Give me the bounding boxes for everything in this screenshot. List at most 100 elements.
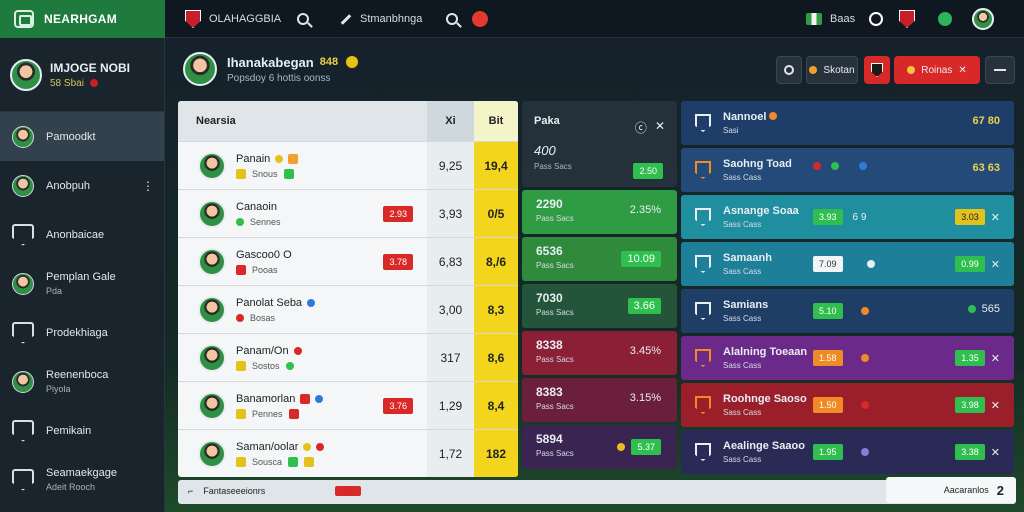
stat-box[interactable]: 5894 Pass Sacs 5.37 [522,425,677,469]
stat-box[interactable]: 8383 Pass Sacs 3.15% [522,378,677,422]
fixture-title: Nannoel [723,111,767,123]
column-header-bit[interactable]: Bit [474,101,518,141]
player-name: Panain [236,152,271,165]
close-icon[interactable]: ✕ [990,258,1000,271]
table-row[interactable]: Banamorlan Pennes 3.76 1,29 8,4 [178,381,518,430]
stat-value: 2290 [536,197,563,211]
close-icon[interactable]: ✕ [990,446,1000,459]
card-icon [300,393,311,404]
profile-sub: 58 Sbai [50,77,84,89]
club-crest-icon [695,114,711,132]
fixture-row[interactable]: Alalning Toeaan Sass Cass 1.58 1.35 ✕ [681,336,1014,380]
top-bar: NEARHGAM OLAHAGGBIA Stmanbhnga Baas [0,0,1024,38]
sidebar-item-5[interactable]: Prodekhiaga [0,308,164,357]
fixture-row[interactable]: Saohng Toad Sass Cass 63 63 [681,148,1014,192]
bottom-bar: ⌐ Fantaseeeionrs Aacaranlos 2 [178,477,1016,504]
club-icon [831,162,839,170]
cell-bit: 8,4 [474,381,518,430]
cell-xi: 3,00 [427,285,474,334]
stat-value: 8383 [536,385,563,399]
more-options-icon[interactable]: ⋮ [142,179,154,193]
fixture-title: Roohnge Saoso [723,393,807,405]
sidebar-item-2[interactable]: Anobpuh ⋮ [0,161,164,210]
notification-badge[interactable] [472,0,488,38]
stat-right: 10.09 [621,251,661,267]
cell-xi: 6,83 [427,237,474,286]
badge-icon [303,442,312,451]
sidebar-item-8[interactable]: Seamaekgage Adeit Rooch [0,455,164,504]
edit-field[interactable]: Stmanbhnga [340,0,422,38]
fixture-row[interactable]: Aealinge Saaoo Sass Cass 1.95 3.38 ✕ [681,430,1014,474]
back-button[interactable] [776,56,802,84]
club-selector[interactable]: OLAHAGGBIA [185,0,281,38]
status-icon [285,361,294,370]
live-button[interactable]: Roinas ✕ [894,56,980,84]
stat-sub: Pass Sacs [536,308,574,317]
cell-bit: 0/5 [474,189,518,238]
close-icon[interactable]: ✕ [990,399,1000,412]
stat-box[interactable]: 8338 Pass Sacs 3.45% [522,331,677,375]
fixture-row[interactable]: Nannoel Sasi 67 80 [681,101,1014,145]
club-icon [860,354,869,362]
stat-right: 2.35% [629,204,661,216]
language-selector[interactable]: Baas [806,0,855,38]
club-button[interactable] [864,56,890,84]
table-row[interactable]: Saman/oolar Sousca 1,72 182 [178,429,518,477]
page-number[interactable]: 2 [996,482,1004,498]
close-icon[interactable]: ✕ [990,211,1000,224]
sidebar-item-4[interactable]: Pemplan Gale Pda [0,259,164,308]
close-icon[interactable]: ✕ [990,352,1000,365]
column-header-xi[interactable]: Xi [427,101,474,141]
sidebar-item-7[interactable]: Pemikain [0,406,164,455]
table-row[interactable]: Panam/On Sostos 317 8,6 [178,333,518,382]
sidebar-item-3[interactable]: Anonbaicae [0,210,164,259]
odds-pill: 1.50 [813,397,843,413]
tag-icon [288,408,299,419]
sidebar-item-label: Pamoodkt [46,130,96,143]
sidebar-item-1[interactable]: Pamoodkt [0,112,164,161]
stat-sub: Pass Sacs [536,402,574,411]
profile-button[interactable] [869,0,883,38]
pagination[interactable]: Aacaranlos 2 [886,477,1016,503]
sidebar-item-label: Reenenboca [46,369,109,381]
sidebar-item-6[interactable]: Reenenboca Piyola [0,357,164,406]
cell-xi: 1,72 [427,429,474,477]
status-icon [236,313,244,322]
table-row[interactable]: Panolat Seba Bosas 3,00 8,3 [178,285,518,334]
tag-icon [236,408,246,419]
club-badge-button[interactable] [899,0,915,38]
search-button[interactable] [297,0,309,38]
table-row[interactable]: Gascoo0 O Pooas 3.78 6,83 8,/6 [178,237,518,286]
table-row[interactable]: Canaoin Sennes 2.93 3,93 0/5 [178,189,518,238]
player-avatar [198,247,226,276]
club-icon [860,448,869,456]
fixture-row[interactable]: Asnange Soaa Sass Cass 3.93 6 9 3.03 ✕ [681,195,1014,239]
fixture-row[interactable]: Samaanh Sass Cass 7.09 0.99 ✕ [681,242,1014,286]
fixture-row[interactable]: Roohnge Saoso Sass Cass 1.50 3.98 ✕ [681,383,1014,427]
table-row[interactable]: Panain Snous 9,25 19,4 [178,141,518,190]
stat-box[interactable]: 2290 Pass Sacs 2.35% [522,190,677,234]
user-avatar[interactable] [972,0,994,38]
player-sub: Sousca [252,456,283,467]
search-button-2[interactable] [446,0,458,38]
shield-icon [12,321,34,344]
filter-button[interactable]: Skotan [806,56,858,84]
club-icon [866,260,875,268]
player-avatar-icon [12,272,34,295]
badge-icon [89,79,98,87]
sidebar-profile[interactable]: IMJOGE NOBI 58 Sbai [0,38,164,112]
club-label: OLAHAGGBIA [209,13,282,25]
stat-box[interactable]: 7030 Pass Sacs 3.66 [522,284,677,328]
stat-box[interactable]: 6536 Pass Sacs 10.09 [522,237,677,281]
status-button[interactable] [938,0,952,38]
column-header-name[interactable]: Nearsia [196,115,236,127]
fixture-row[interactable]: Samians Sass Cass 5.10 565 [681,289,1014,333]
fixture-value: 3.38 [955,444,985,460]
page-subtitle: Popsdoy 6 hottis oonss [227,73,331,84]
brand[interactable]: NEARHGAM [0,0,165,38]
cell-bit: 19,4 [474,141,518,190]
close-icon[interactable]: ✕ [654,119,665,133]
fixture-title: Asnange Soaa [723,205,799,217]
info-icon[interactable]: ⓒ [634,121,647,135]
menu-button[interactable] [985,56,1015,84]
